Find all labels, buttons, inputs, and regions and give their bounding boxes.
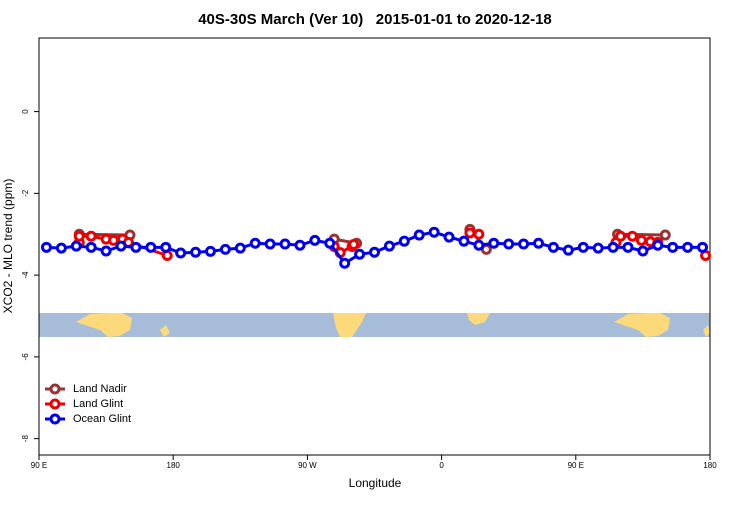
point bbox=[592, 242, 604, 254]
land bbox=[76, 313, 132, 337]
land bbox=[160, 325, 170, 337]
point bbox=[354, 248, 366, 260]
point bbox=[577, 241, 589, 253]
point bbox=[161, 249, 173, 261]
point bbox=[324, 237, 336, 249]
point bbox=[264, 238, 276, 250]
point bbox=[607, 241, 619, 253]
point bbox=[234, 242, 246, 254]
point bbox=[398, 235, 410, 247]
point bbox=[697, 241, 709, 253]
point bbox=[85, 230, 97, 242]
point bbox=[443, 231, 455, 243]
legend-marker bbox=[49, 413, 61, 425]
point bbox=[503, 238, 515, 250]
point bbox=[615, 230, 627, 242]
legend-marker bbox=[49, 398, 61, 410]
point bbox=[659, 229, 671, 241]
point bbox=[70, 240, 82, 252]
point bbox=[73, 230, 85, 242]
point bbox=[55, 242, 67, 254]
y-tick-label: -6 bbox=[21, 353, 30, 361]
point bbox=[40, 241, 52, 253]
x-tick-label: 0 bbox=[439, 461, 444, 470]
land bbox=[703, 325, 710, 337]
x-tick-label: 90 E bbox=[568, 461, 584, 470]
point bbox=[204, 245, 216, 257]
point bbox=[190, 246, 202, 258]
land bbox=[333, 313, 366, 337]
x-tick-label: 180 bbox=[167, 461, 181, 470]
ocean-band bbox=[39, 313, 710, 337]
point bbox=[85, 241, 97, 253]
point bbox=[413, 229, 425, 241]
point bbox=[219, 243, 231, 255]
legend-label: Land Nadir bbox=[73, 383, 127, 395]
point bbox=[369, 246, 380, 258]
point bbox=[160, 241, 172, 253]
y-axis-label: XCO2 - MLO trend (ppm) bbox=[1, 179, 15, 314]
point bbox=[626, 230, 638, 242]
point bbox=[115, 240, 127, 252]
point bbox=[533, 237, 545, 249]
y-tick-label: -4 bbox=[21, 271, 30, 279]
legend-label: Ocean Glint bbox=[73, 413, 131, 425]
point bbox=[130, 241, 142, 253]
point bbox=[682, 241, 694, 253]
legend-marker bbox=[49, 383, 61, 395]
plot-frame bbox=[38, 37, 711, 456]
x-tick-label: 180 bbox=[703, 461, 717, 470]
point bbox=[464, 227, 476, 239]
point bbox=[518, 238, 530, 250]
point bbox=[562, 244, 574, 256]
x-tick-label: 90 W bbox=[298, 461, 317, 470]
point bbox=[348, 238, 360, 250]
point bbox=[383, 240, 395, 252]
point bbox=[637, 245, 649, 257]
point bbox=[100, 245, 112, 257]
map-strip bbox=[39, 313, 710, 337]
point bbox=[488, 237, 500, 249]
land bbox=[467, 313, 490, 325]
point bbox=[622, 241, 634, 253]
x-tick-label: 90 E bbox=[31, 461, 47, 470]
point bbox=[473, 228, 485, 240]
point bbox=[458, 235, 470, 247]
point bbox=[547, 241, 559, 253]
point bbox=[309, 234, 321, 246]
point bbox=[279, 238, 291, 250]
land bbox=[614, 313, 670, 337]
point bbox=[175, 247, 187, 259]
point bbox=[145, 241, 157, 253]
point bbox=[294, 239, 306, 251]
point bbox=[339, 257, 351, 269]
point bbox=[652, 239, 664, 251]
y-tick-label: -8 bbox=[21, 435, 30, 443]
y-tick-label: -2 bbox=[21, 189, 30, 197]
point bbox=[667, 241, 679, 253]
point bbox=[635, 234, 647, 246]
legend-label: Land Glint bbox=[73, 398, 123, 410]
point bbox=[249, 237, 261, 249]
point bbox=[428, 226, 440, 238]
point bbox=[473, 239, 485, 251]
x-axis-label: Longitude bbox=[349, 476, 402, 490]
chart-title: 40S-30S March (Ver 10) 2015-01-01 to 202… bbox=[198, 11, 552, 28]
y-tick-label: 0 bbox=[21, 109, 30, 114]
